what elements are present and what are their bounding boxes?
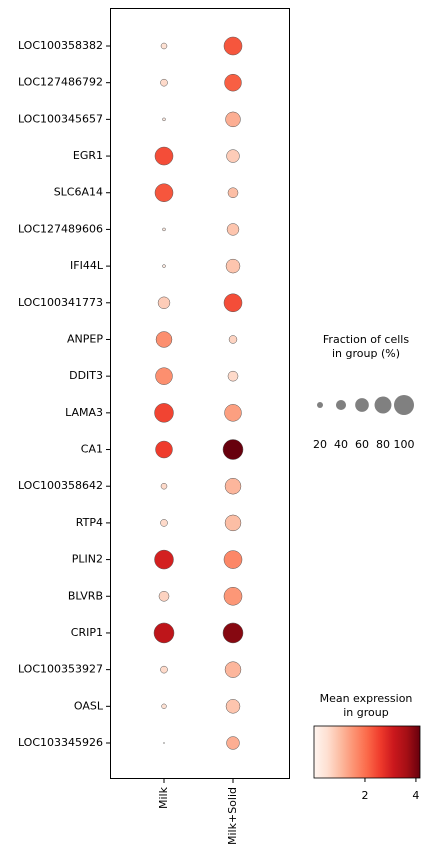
size-legend-label: 40: [334, 438, 348, 451]
dot: [161, 703, 167, 709]
row-label: OASL: [74, 699, 104, 712]
size-legend-dot: [317, 402, 323, 408]
dot: [162, 117, 166, 122]
row-label: RTP4: [76, 516, 103, 529]
size-legend-label: 60: [355, 438, 369, 451]
size-legend-title: in group (%): [332, 347, 400, 360]
dot: [160, 78, 168, 87]
dot: [162, 227, 166, 232]
row-label: LOC100341773: [18, 296, 103, 309]
column-label: Milk+Solid: [226, 787, 239, 845]
row-label: DDIT3: [69, 369, 103, 382]
row-label: LAMA3: [65, 406, 103, 419]
size-legend-dot: [374, 396, 392, 414]
dot: [163, 742, 165, 744]
dot: [224, 404, 242, 422]
size-legend-dot: [355, 398, 369, 412]
color-legend-title: Mean expression: [320, 692, 413, 705]
dot: [225, 699, 241, 714]
dot: [153, 622, 175, 644]
dot: [223, 293, 243, 313]
row-label: LOC100353927: [18, 663, 103, 676]
size-legend-dot: [335, 399, 347, 411]
dot: [223, 550, 243, 569]
colorbar: [313, 725, 421, 779]
dot: [158, 590, 170, 602]
dot: [226, 736, 240, 750]
dot: [228, 335, 238, 344]
size-legend-label: 80: [376, 438, 390, 451]
dot: [227, 370, 239, 382]
row-label: LOC127486792: [18, 76, 103, 89]
dot: [155, 440, 173, 459]
row-label: LOC100358642: [18, 479, 103, 492]
color-legend-title: in group: [343, 706, 388, 719]
row-label: LOC100358382: [18, 39, 103, 52]
dot: [157, 296, 171, 309]
dot: [154, 403, 174, 423]
row-label: LOC127489606: [18, 222, 103, 235]
row-label: CRIP1: [71, 626, 103, 639]
dot: [224, 477, 242, 495]
row-label: PLIN2: [72, 553, 103, 566]
row-label: ANPEP: [67, 332, 103, 345]
dot: [154, 183, 174, 202]
size-legend-dot: [394, 395, 414, 415]
size-legend-title: Fraction of cells: [323, 333, 409, 346]
dot: [224, 514, 242, 532]
row-label: SLC6A14: [54, 186, 103, 199]
dot: [224, 661, 242, 678]
column-label: Milk: [157, 786, 170, 809]
dot: [160, 482, 168, 490]
dot: [155, 331, 173, 348]
row-label: IFI44L: [70, 259, 104, 272]
row-label: EGR1: [73, 149, 103, 162]
dot: [225, 258, 241, 274]
dot: [224, 73, 242, 92]
dot: [227, 187, 239, 199]
dot: [154, 549, 174, 570]
row-label: BLVRB: [68, 589, 103, 602]
dot: [162, 264, 166, 268]
size-legend-label: 20: [313, 438, 327, 451]
size-legend-label: 100: [394, 438, 415, 451]
dot: [160, 519, 168, 527]
dot: [223, 36, 243, 56]
colorbar-label: 2: [361, 789, 368, 802]
dot: [226, 149, 240, 163]
plot-frame: [110, 8, 290, 779]
row-label: CA1: [81, 443, 103, 456]
colorbar-label: 4: [412, 789, 419, 802]
dot: [223, 587, 243, 606]
dot: [225, 111, 241, 128]
dot: [154, 146, 174, 166]
dot: [160, 665, 168, 674]
row-label: LOC100345657: [18, 112, 103, 125]
dot: [155, 367, 173, 385]
row-label: LOC103345926: [18, 736, 103, 749]
dot: [222, 439, 244, 460]
dot: [222, 622, 244, 644]
dot: [160, 42, 168, 50]
dot: [226, 223, 240, 236]
